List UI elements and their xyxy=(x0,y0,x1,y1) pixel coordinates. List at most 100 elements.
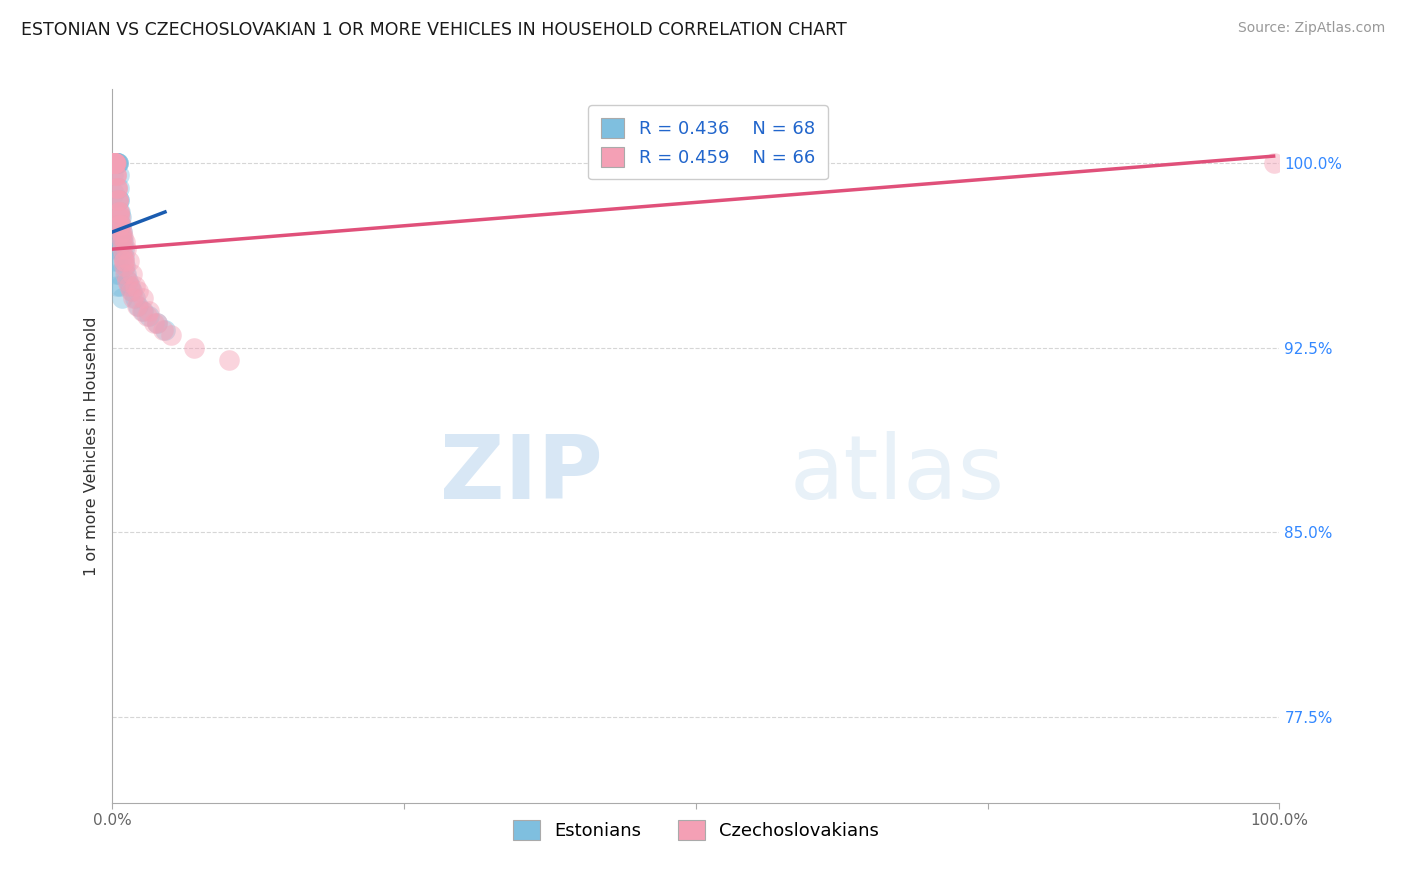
Point xyxy=(104,156,127,170)
Point xyxy=(104,156,127,170)
Point xyxy=(108,205,131,219)
Point xyxy=(107,205,129,219)
Point xyxy=(153,323,176,337)
Point xyxy=(118,254,141,268)
Point xyxy=(132,291,155,305)
Point xyxy=(103,156,125,170)
Point xyxy=(138,309,160,323)
Point xyxy=(114,267,136,281)
Point xyxy=(104,267,127,281)
Text: atlas: atlas xyxy=(789,431,1004,518)
Point xyxy=(104,156,127,170)
Point xyxy=(127,299,149,313)
Point xyxy=(103,186,125,200)
Point xyxy=(104,169,127,183)
Point xyxy=(103,156,125,170)
Point xyxy=(1263,156,1285,170)
Point xyxy=(103,156,125,170)
Point xyxy=(114,235,136,249)
Point xyxy=(101,156,124,170)
Point xyxy=(103,156,125,170)
Point xyxy=(104,254,127,268)
Point xyxy=(114,260,136,274)
Point xyxy=(104,156,127,170)
Point xyxy=(111,225,134,239)
Point xyxy=(115,267,138,281)
Point xyxy=(104,156,127,170)
Text: ESTONIAN VS CZECHOSLOVAKIAN 1 OR MORE VEHICLES IN HOUSEHOLD CORRELATION CHART: ESTONIAN VS CZECHOSLOVAKIAN 1 OR MORE VE… xyxy=(21,21,846,39)
Point xyxy=(115,274,138,288)
Point xyxy=(105,242,128,256)
Point xyxy=(103,156,125,170)
Point xyxy=(218,352,240,367)
Point xyxy=(104,156,127,170)
Point xyxy=(108,210,131,224)
Point xyxy=(103,156,125,170)
Point xyxy=(104,156,127,170)
Point xyxy=(101,169,124,183)
Y-axis label: 1 or more Vehicles in Household: 1 or more Vehicles in Household xyxy=(83,317,98,575)
Point xyxy=(107,169,129,183)
Point xyxy=(115,242,138,256)
Point xyxy=(107,254,129,268)
Point xyxy=(103,156,125,170)
Point xyxy=(104,156,127,170)
Point xyxy=(108,218,131,232)
Point xyxy=(183,341,205,355)
Point xyxy=(105,156,128,170)
Point xyxy=(120,284,142,298)
Point xyxy=(124,291,146,305)
Text: ZIP: ZIP xyxy=(440,431,603,518)
Point xyxy=(104,156,127,170)
Point xyxy=(111,235,134,249)
Point xyxy=(108,180,131,194)
Point xyxy=(143,316,166,330)
Point xyxy=(105,156,128,170)
Point xyxy=(103,156,125,170)
Point xyxy=(107,156,129,170)
Point xyxy=(103,156,125,170)
Point xyxy=(111,235,134,249)
Point xyxy=(105,180,128,194)
Point xyxy=(127,284,149,298)
Point xyxy=(107,156,129,170)
Point xyxy=(112,254,135,268)
Point xyxy=(104,169,127,183)
Point xyxy=(103,156,125,170)
Point xyxy=(108,193,131,207)
Point xyxy=(121,267,143,281)
Point xyxy=(112,254,135,268)
Point xyxy=(103,156,125,170)
Point xyxy=(107,193,129,207)
Point xyxy=(118,279,141,293)
Point xyxy=(111,242,134,256)
Point xyxy=(104,218,127,232)
Point xyxy=(112,230,135,244)
Point xyxy=(105,180,128,194)
Point xyxy=(124,279,146,293)
Point xyxy=(101,156,124,170)
Point xyxy=(103,156,125,170)
Legend: Estonians, Czechoslovakians: Estonians, Czechoslovakians xyxy=(506,813,886,847)
Point xyxy=(103,156,125,170)
Point xyxy=(104,156,127,170)
Point xyxy=(122,291,145,305)
Point xyxy=(107,193,129,207)
Point xyxy=(136,309,159,323)
Point xyxy=(108,193,131,207)
Point xyxy=(110,218,132,232)
Point xyxy=(103,156,125,170)
Point xyxy=(105,169,128,183)
Point xyxy=(105,156,128,170)
Point xyxy=(112,250,135,264)
Point xyxy=(108,210,131,224)
Point xyxy=(107,156,129,170)
Point xyxy=(117,274,139,288)
Point xyxy=(105,156,128,170)
Point xyxy=(125,299,148,313)
Point xyxy=(111,291,134,305)
Point xyxy=(103,156,125,170)
Point xyxy=(132,303,155,318)
Point xyxy=(103,156,125,170)
Point xyxy=(110,230,132,244)
